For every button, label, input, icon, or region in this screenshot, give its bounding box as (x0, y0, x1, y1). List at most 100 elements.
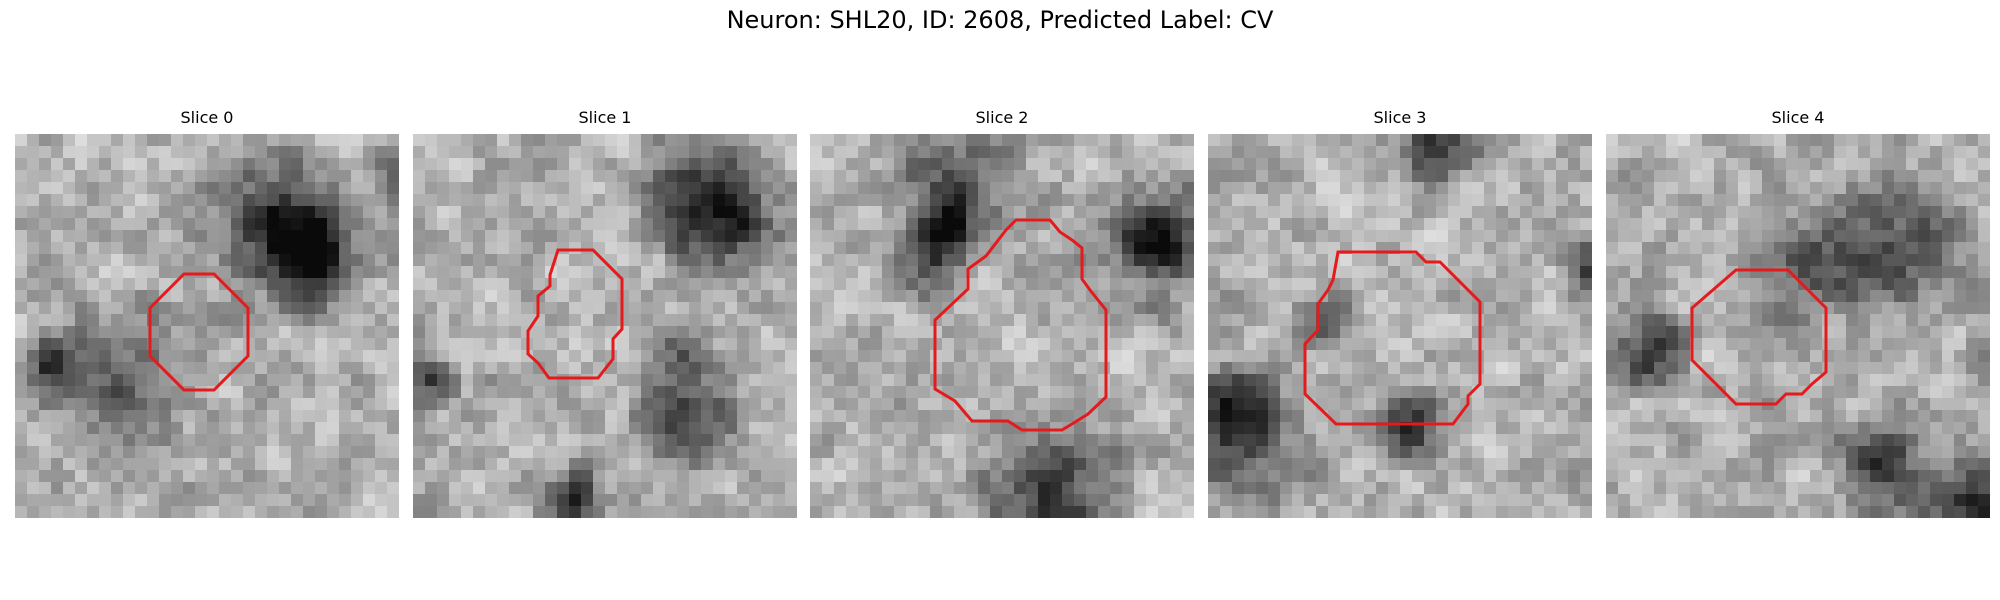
pixel (1340, 410, 1353, 423)
pixel (1074, 146, 1087, 159)
slice-image (413, 134, 797, 518)
pixel (351, 146, 364, 159)
pixel (822, 386, 835, 399)
pixel (1654, 410, 1667, 423)
pixel (1038, 314, 1051, 327)
pixel (785, 290, 797, 303)
pixel (291, 458, 304, 471)
pixel (1520, 350, 1533, 363)
pixel (75, 326, 88, 339)
pixel (1436, 302, 1449, 315)
pixel (27, 338, 40, 351)
pixel (858, 206, 871, 219)
pixel (63, 350, 76, 363)
pixel (1364, 338, 1377, 351)
pixel (1424, 482, 1437, 495)
pixel (846, 410, 859, 423)
pixel (761, 494, 774, 507)
pixel (653, 458, 666, 471)
pixel (1544, 182, 1557, 195)
pixel (1822, 230, 1835, 243)
pixel (363, 206, 376, 219)
pixel (1316, 350, 1329, 363)
pixel (449, 410, 462, 423)
pixel (375, 314, 388, 327)
pixel (1930, 398, 1943, 411)
pixel (351, 422, 364, 435)
pixel (1074, 386, 1087, 399)
pixel (569, 314, 582, 327)
pixel (1942, 182, 1955, 195)
pixel (1050, 422, 1063, 435)
pixel (1642, 446, 1655, 459)
pixel (1568, 170, 1581, 183)
pixel (701, 374, 714, 387)
pixel (581, 338, 594, 351)
pixel (1170, 302, 1183, 315)
pixel (1170, 194, 1183, 207)
pixel (785, 470, 797, 483)
pixel (1568, 434, 1581, 447)
pixel (1170, 290, 1183, 303)
pixel (303, 266, 316, 279)
pixel (1086, 494, 1099, 507)
pixel (773, 278, 786, 291)
pixel (1244, 290, 1257, 303)
pixel (978, 434, 991, 447)
pixel (978, 206, 991, 219)
pixel (605, 230, 618, 243)
pixel (569, 326, 582, 339)
pixel (990, 290, 1003, 303)
pixel (497, 242, 510, 255)
pixel (231, 278, 244, 291)
pixel (1978, 374, 1990, 387)
pixel (1496, 386, 1509, 399)
pixel (1388, 446, 1401, 459)
pixel (1268, 194, 1281, 207)
pixel (545, 422, 558, 435)
pixel (1666, 422, 1679, 435)
pixel (1666, 266, 1679, 279)
pixel (593, 398, 606, 411)
pixel (581, 194, 594, 207)
pixel (1798, 374, 1811, 387)
pixel (1448, 206, 1461, 219)
pixel (1520, 482, 1533, 495)
pixel (449, 386, 462, 399)
pixel (1328, 446, 1341, 459)
pixel (1050, 482, 1063, 495)
pixel (713, 302, 726, 315)
pixel (195, 338, 208, 351)
pixel (1544, 494, 1557, 507)
pixel (135, 290, 148, 303)
pixel (437, 470, 450, 483)
pixel (1448, 398, 1461, 411)
pixel (1460, 134, 1473, 147)
pixel (858, 146, 871, 159)
pixel (569, 470, 582, 483)
pixel (737, 278, 750, 291)
pixel (75, 350, 88, 363)
pixel (1606, 146, 1619, 159)
pixel (990, 158, 1003, 171)
pixel (159, 266, 172, 279)
pixel (1630, 458, 1643, 471)
pixel (219, 290, 232, 303)
pixel (894, 434, 907, 447)
pixel (1074, 218, 1087, 231)
pixel (497, 446, 510, 459)
pixel (1316, 470, 1329, 483)
pixel (231, 374, 244, 387)
pixel (785, 134, 797, 147)
pixel (1762, 458, 1775, 471)
pixel (641, 362, 654, 375)
pixel (737, 350, 750, 363)
pixel (1810, 362, 1823, 375)
pixel (267, 458, 280, 471)
pixel (1942, 362, 1955, 375)
pixel (870, 338, 883, 351)
pixel (1376, 314, 1389, 327)
pixel (27, 350, 40, 363)
pixel (51, 506, 64, 518)
pixel (485, 506, 498, 518)
